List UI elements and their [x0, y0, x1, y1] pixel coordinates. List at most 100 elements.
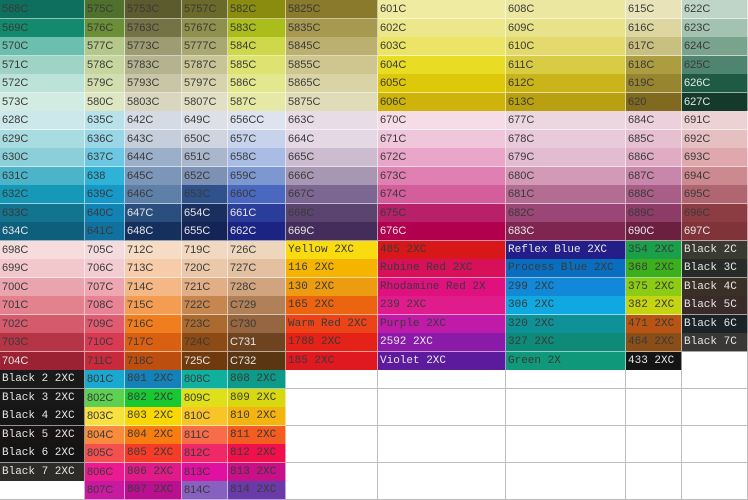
color-swatch: 661C	[228, 203, 286, 223]
empty-cell	[506, 425, 626, 445]
color-swatch: 603C	[378, 37, 506, 57]
color-swatch: 632C	[0, 185, 85, 205]
color-swatch: 627C	[682, 92, 748, 112]
color-swatch: 810C	[182, 407, 228, 427]
color-swatch: 659C	[228, 166, 286, 186]
empty-cell	[682, 444, 748, 464]
color-swatch: 617C	[626, 37, 682, 57]
color-swatch: 654C	[182, 203, 228, 223]
color-swatch: 623C	[682, 18, 748, 38]
color-swatch: 690C	[626, 222, 682, 242]
color-swatch: 630C	[0, 148, 85, 168]
color-swatch: 646C	[125, 185, 182, 205]
color-swatch: 619C	[626, 74, 682, 94]
color-swatch: 814C	[182, 481, 228, 500]
color-swatch: 569C	[0, 18, 85, 38]
color-swatch: 701C	[0, 296, 85, 316]
color-swatch: 812 2XC	[228, 444, 286, 464]
color-swatch: 5793C	[125, 74, 182, 94]
empty-cell	[286, 388, 378, 408]
color-swatch: Black 2C	[682, 240, 748, 260]
color-swatch: 5787C	[182, 55, 228, 75]
color-swatch: 582C	[228, 0, 286, 20]
color-swatch: 629C	[0, 129, 85, 149]
color-swatch: 5773C	[125, 37, 182, 57]
color-swatch: 576C	[85, 18, 125, 38]
color-swatch: 667C	[286, 185, 378, 205]
color-swatch: 618C	[626, 55, 682, 75]
color-swatch: 320 2XC	[506, 314, 626, 334]
color-swatch: Violet 2XC	[378, 351, 506, 371]
color-swatch: Warm Red 2XC	[286, 314, 378, 334]
empty-cell	[378, 462, 506, 482]
color-swatch: 721C	[182, 277, 228, 297]
color-swatch: 809 2XC	[228, 388, 286, 408]
color-swatch: Yellow 2XC	[286, 240, 378, 260]
color-swatch: 698C	[0, 240, 85, 260]
color-swatch: 613C	[506, 92, 626, 112]
empty-cell	[626, 370, 682, 390]
color-swatch: 709C	[85, 314, 125, 334]
color-swatch: 116 2XC	[286, 259, 378, 279]
color-swatch: 5777C	[182, 37, 228, 57]
color-swatch: 638	[85, 166, 125, 186]
color-swatch: 5855C	[286, 55, 378, 75]
color-swatch: 807C	[85, 481, 125, 500]
color-swatch: 688C	[626, 185, 682, 205]
color-swatch: 803 2XC	[125, 407, 182, 427]
color-swatch: 681C	[506, 185, 626, 205]
color-swatch: 636C	[85, 129, 125, 149]
color-swatch: 5763C	[125, 18, 182, 38]
color-swatch: Black 3C	[682, 259, 748, 279]
color-swatch: Rhodamine Red 2X	[378, 277, 506, 297]
empty-cell	[506, 388, 626, 408]
color-swatch: 687C	[626, 166, 682, 186]
color-swatch: 635C	[85, 111, 125, 131]
color-swatch: 678C	[506, 129, 626, 149]
color-swatch: Black 4 2XC	[0, 407, 85, 427]
color-swatch: 611C	[506, 55, 626, 75]
empty-cell	[286, 444, 378, 464]
color-swatch: 626C	[682, 74, 748, 94]
empty-cell	[626, 481, 682, 500]
color-swatch: 679C	[506, 148, 626, 168]
color-swatch: 807 2XC	[125, 481, 182, 500]
color-swatch: 644C	[125, 148, 182, 168]
color-swatch: 625C	[682, 55, 748, 75]
empty-cell	[286, 462, 378, 482]
color-swatch: 645C	[125, 166, 182, 186]
color-swatch: 657C	[228, 129, 286, 149]
color-swatch: 673C	[378, 166, 506, 186]
color-swatch: 639C	[85, 185, 125, 205]
color-swatch: 727C	[228, 259, 286, 279]
color-swatch: 675C	[378, 203, 506, 223]
color-swatch: 683C	[506, 222, 626, 242]
color-swatch: C731	[228, 333, 286, 353]
color-swatch: 804 2XC	[125, 425, 182, 445]
color-swatch: 580C	[85, 92, 125, 112]
color-swatch: 652C	[182, 166, 228, 186]
color-swatch: 622C	[682, 0, 748, 20]
color-swatch: 811C	[182, 425, 228, 445]
color-swatch: 570C	[0, 37, 85, 57]
color-swatch: 699C	[0, 259, 85, 279]
color-swatch: 658C	[228, 148, 286, 168]
color-swatch: 647C	[125, 203, 182, 223]
color-swatch: 631C	[0, 166, 85, 186]
empty-cell	[378, 370, 506, 390]
empty-cell	[378, 425, 506, 445]
color-swatch: 809C	[182, 388, 228, 408]
color-swatch: 615C	[626, 0, 682, 20]
color-swatch: Black 2 2XC	[0, 370, 85, 390]
color-swatch: 612C	[506, 74, 626, 94]
color-swatch: 165 2XC	[286, 296, 378, 316]
color-swatch: 723C	[182, 314, 228, 334]
color-swatch: 718C	[125, 351, 182, 371]
color-swatch: 130 2XC	[286, 277, 378, 297]
color-swatch: 5783C	[125, 55, 182, 75]
empty-cell	[626, 407, 682, 427]
color-swatch: 708C	[85, 296, 125, 316]
color-swatch: Black 6 2XC	[0, 444, 85, 464]
color-swatch: 583C	[228, 18, 286, 38]
empty-cell	[286, 481, 378, 500]
